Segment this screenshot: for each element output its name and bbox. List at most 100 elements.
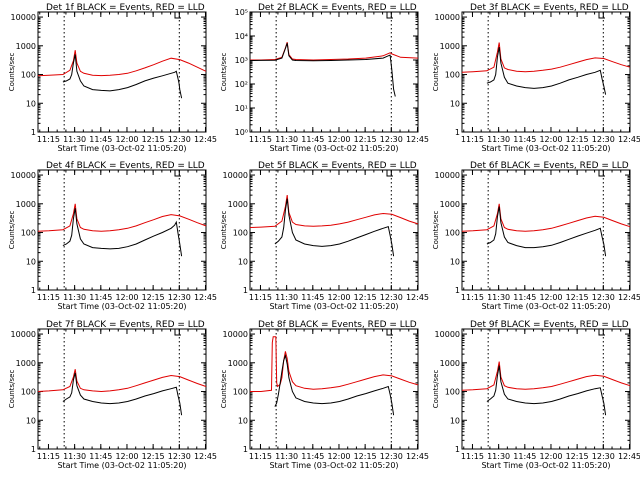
panel-title: Det 5f BLACK = Events, RED = LLD <box>258 161 417 171</box>
y-tick-label: 1000 <box>16 200 36 209</box>
x-tick-label: 12:45 <box>194 293 217 302</box>
x-tick-label: 12:45 <box>194 135 217 144</box>
detector-panel: Det 9f BLACK = Events, RED = LLD 1 10 100 10… <box>432 320 640 470</box>
x-tick-label: 12:00 <box>115 135 138 144</box>
x-tick-label: 11:45 <box>513 135 536 144</box>
detector-panel: Det 7f BLACK = Events, RED = LLD 1 10 100 10… <box>8 320 217 470</box>
x-tick-label: 12:30 <box>168 293 191 302</box>
x-tick-label: 11:45 <box>513 293 536 302</box>
y-tick-label: 10 <box>238 416 248 425</box>
y-tick-label: 1 <box>31 286 36 295</box>
y-tick-label: 100 <box>233 229 248 238</box>
interval-marker-icon <box>386 12 393 19</box>
x-axis-label: Start Time (03-Oct-02 11:05:20) <box>269 144 398 153</box>
detector-panel: Det 4f BLACK = Events, RED = LLD 1 10 100 10… <box>8 161 217 311</box>
y-tick-label: 10 <box>26 257 36 266</box>
x-tick-label: 12:00 <box>539 293 562 302</box>
x-tick-label: 11:30 <box>63 135 86 144</box>
y-axis-label: Counts/sec <box>432 370 440 409</box>
x-tick-label: 11:15 <box>249 293 272 302</box>
x-axis-label: Start Time (03-Oct-02 11:05:20) <box>57 302 186 311</box>
interval-marker-icon <box>598 12 605 19</box>
y-tick-label: 10³ <box>235 56 248 65</box>
x-tick-label: 12:45 <box>406 135 429 144</box>
y-tick-label: 10000 <box>11 330 36 339</box>
plot-frame <box>37 11 207 133</box>
x-axis-label: Start Time (03-Oct-02 11:05:20) <box>269 461 398 470</box>
lld-series-line <box>250 42 419 61</box>
x-tick-label: 12:45 <box>406 293 429 302</box>
x-axis-label: Start Time (03-Oct-02 11:05:20) <box>481 144 610 153</box>
events-series-line <box>486 47 607 95</box>
interval-marker-icon <box>174 12 181 19</box>
x-tick-label: 12:15 <box>566 293 589 302</box>
y-axis-label: Counts/sec <box>220 370 228 409</box>
y-tick-label: 1000 <box>440 200 460 209</box>
events-series-line <box>62 54 183 99</box>
x-tick-label: 11:45 <box>301 293 324 302</box>
x-tick-label: 11:30 <box>487 135 510 144</box>
x-tick-label: 12:30 <box>380 452 403 461</box>
y-tick-label: 10⁰ <box>235 128 248 137</box>
plot-frame <box>461 169 631 291</box>
panel-title: Det 9f BLACK = Events, RED = LLD <box>470 320 629 330</box>
interval-marker-icon <box>174 329 181 336</box>
x-tick-label: 12:30 <box>592 452 615 461</box>
y-axis-label: Counts/sec <box>432 211 440 250</box>
x-tick-label: 12:00 <box>539 452 562 461</box>
y-axis-label: Counts/sec <box>8 211 16 250</box>
x-tick-label: 12:45 <box>618 135 640 144</box>
y-tick-label: 1 <box>455 445 460 454</box>
lld-series-line <box>37 203 207 232</box>
events-series-line <box>249 43 396 97</box>
panel-title: Det 8f BLACK = Events, RED = LLD <box>258 320 417 330</box>
interval-marker-icon <box>386 170 393 177</box>
x-tick-label: 12:00 <box>115 452 138 461</box>
interval-marker-icon <box>386 329 393 336</box>
y-tick-label: 100 <box>445 71 460 80</box>
x-tick-label: 11:45 <box>301 135 324 144</box>
x-tick-label: 11:30 <box>487 293 510 302</box>
y-tick-label: 10000 <box>11 171 36 180</box>
y-tick-label: 10⁴ <box>235 32 248 41</box>
y-tick-label: 1 <box>455 128 460 137</box>
plot-frame <box>249 328 419 450</box>
events-series-line <box>62 208 183 257</box>
x-tick-label: 11:30 <box>63 452 86 461</box>
x-tick-label: 11:15 <box>461 452 484 461</box>
lld-series-line <box>249 195 419 228</box>
events-series-line <box>62 372 183 416</box>
y-axis-label: Counts/sec <box>220 53 228 92</box>
x-tick-label: 12:00 <box>327 452 350 461</box>
x-tick-label: 11:30 <box>63 293 86 302</box>
x-tick-label: 11:15 <box>461 293 484 302</box>
y-tick-label: 10000 <box>435 13 460 22</box>
y-tick-label: 100 <box>21 388 36 397</box>
detector-panel: Det 5f BLACK = Events, RED = LLD 1 10 100 10… <box>220 161 429 311</box>
x-axis-label: Start Time (03-Oct-02 11:05:20) <box>57 461 186 470</box>
x-axis-label: Start Time (03-Oct-02 11:05:20) <box>481 302 610 311</box>
y-tick-label: 10 <box>450 416 460 425</box>
panel-title: Det 1f BLACK = Events, RED = LLD <box>46 3 205 13</box>
interval-marker-icon <box>598 170 605 177</box>
plot-frame <box>461 328 631 450</box>
events-series-line <box>274 198 395 257</box>
x-tick-label: 11:15 <box>461 135 484 144</box>
y-tick-label: 10⁵ <box>235 8 248 17</box>
y-tick-label: 10000 <box>223 330 248 339</box>
y-tick-label: 1 <box>31 128 36 137</box>
x-tick-label: 11:15 <box>249 452 272 461</box>
x-tick-label: 12:30 <box>592 293 615 302</box>
x-tick-label: 12:15 <box>354 135 377 144</box>
x-tick-label: 11:15 <box>249 135 272 144</box>
x-tick-label: 11:30 <box>487 452 510 461</box>
detector-panel: Det 3f BLACK = Events, RED = LLD 1 10 100 10… <box>432 3 640 153</box>
y-tick-label: 1 <box>243 286 248 295</box>
x-tick-label: 12:45 <box>194 452 217 461</box>
x-tick-label: 11:45 <box>301 452 324 461</box>
x-tick-label: 12:30 <box>168 452 191 461</box>
interval-marker-icon <box>174 170 181 177</box>
y-tick-label: 1000 <box>16 42 36 51</box>
x-tick-label: 11:45 <box>89 135 112 144</box>
